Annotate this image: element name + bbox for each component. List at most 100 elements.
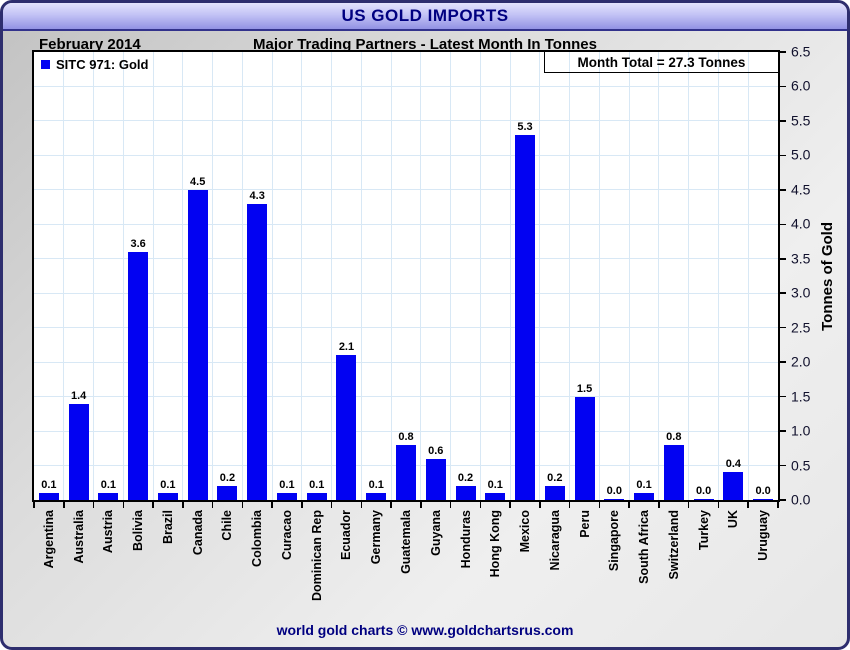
x-axis-tick — [479, 502, 482, 508]
bar — [217, 486, 238, 500]
legend-swatch-icon — [41, 60, 50, 69]
x-axis-category-label: Honduras — [458, 510, 473, 569]
bar-value-label: 0.1 — [368, 479, 384, 492]
x-axis-tick — [301, 502, 303, 508]
x-axis-category-label: Germany — [369, 510, 384, 565]
bar — [128, 251, 149, 500]
bar-value-label: 0.2 — [219, 472, 236, 485]
y-axis-title: Tonnes of Gold — [818, 221, 836, 331]
bar — [515, 134, 536, 500]
bar — [723, 472, 744, 500]
gridline-horizontal — [34, 120, 778, 122]
bar-value-label: 0.1 — [100, 479, 117, 492]
gridline-vertical — [331, 52, 333, 500]
x-axis-category-label: Switzerland — [666, 510, 681, 580]
y-axis-tick — [780, 223, 786, 226]
y-axis-tick-label: 4.0 — [791, 215, 811, 232]
gridline-horizontal — [34, 223, 778, 225]
y-axis-tick — [780, 120, 786, 122]
bar-value-label: 0.1 — [309, 479, 325, 492]
x-axis-tick — [539, 502, 541, 508]
gridline-vertical — [93, 52, 95, 500]
gridline-horizontal — [34, 154, 778, 156]
gridline-horizontal — [34, 327, 778, 329]
bar-value-label: 0.1 — [160, 479, 176, 492]
gridline-horizontal — [34, 430, 778, 432]
y-axis-tick — [780, 258, 786, 260]
bar — [396, 444, 416, 500]
bar — [276, 493, 297, 500]
page-title: US GOLD IMPORTS — [341, 6, 509, 25]
y-axis-tick — [780, 154, 786, 157]
gridline-vertical — [658, 52, 660, 500]
bar — [336, 355, 357, 500]
y-axis-title-wrap: Tonnes of Gold — [813, 50, 841, 502]
y-axis-tick-label: 2.0 — [791, 353, 811, 370]
y-axis-tick-label: 6.0 — [791, 78, 811, 95]
title-bar: US GOLD IMPORTS — [3, 3, 847, 31]
legend-label: SITC 971: Gold — [56, 57, 149, 72]
x-axis-category-label: Argentina — [41, 510, 56, 569]
bar-value-label: 3.6 — [130, 237, 146, 250]
bar-value-label: 0.8 — [666, 430, 682, 443]
gridline-vertical — [598, 52, 600, 500]
y-axis-tick-label: 1.0 — [791, 422, 811, 439]
bar-value-label: 0.1 — [279, 479, 295, 492]
bar — [485, 493, 506, 500]
y-axis-tick — [780, 361, 786, 363]
bar-value-label: 0.0 — [695, 484, 712, 497]
gridline-vertical — [420, 52, 422, 500]
bar — [157, 493, 178, 500]
x-axis-category-label: South Africa — [637, 510, 652, 584]
y-axis-tick-label: 3.0 — [791, 284, 811, 301]
bar — [663, 444, 684, 500]
bar — [306, 493, 327, 500]
gridline-vertical — [122, 52, 124, 500]
x-axis-tick — [360, 502, 363, 508]
gridline-vertical — [747, 52, 749, 500]
bar — [247, 203, 268, 500]
x-axis-tick — [420, 502, 422, 508]
month-total-badge: Month Total = 27.3 Tonnes — [544, 52, 778, 73]
x-axis-category-label: Peru — [577, 510, 592, 538]
y-axis-tick-label: 0.0 — [791, 491, 811, 508]
plot-canvas: 0.1 1.4 0.1 3.6 0.1 4.5 0.2 4.3 0.1 0.1 2.1 0.1 0.8 0… — [34, 52, 778, 500]
bar — [544, 486, 565, 500]
bar-value-label: 1.5 — [576, 382, 593, 395]
x-axis-tick — [122, 502, 125, 508]
gridline-vertical — [360, 52, 362, 500]
x-axis-category-label: Hong Kong — [488, 510, 503, 578]
gridline-horizontal — [34, 361, 778, 363]
y-axis-tick-label: 3.5 — [791, 250, 811, 267]
gridline-horizontal — [34, 396, 778, 398]
x-axis-tick — [390, 502, 392, 508]
bar — [68, 403, 89, 500]
bar — [753, 498, 774, 500]
x-axis-tick — [152, 502, 154, 508]
y-axis-tick — [780, 292, 786, 294]
chart-subtitle: Major Trading Partners - Latest Month In… — [253, 36, 597, 53]
x-axis-category-label: Bolivia — [131, 510, 146, 551]
bar-value-label: 0.1 — [636, 479, 652, 492]
x-axis-category-label: Guatemala — [399, 510, 413, 574]
bar — [574, 396, 595, 500]
bar-value-label: 1.4 — [70, 389, 87, 402]
x-axis-tick — [628, 502, 630, 508]
y-axis-tick — [780, 395, 786, 398]
gridline-vertical — [63, 52, 65, 500]
x-axis-category-label: Colombia — [250, 510, 265, 567]
gridline-horizontal — [34, 258, 778, 260]
x-axis-category-label: Mexico — [518, 510, 533, 553]
x-axis-tick — [63, 502, 65, 508]
x-axis-category-label: Ecuador — [339, 510, 354, 561]
bar-value-label: 0.0 — [755, 484, 771, 497]
gridline-vertical — [539, 52, 541, 500]
gridline-vertical — [182, 52, 184, 500]
bar-value-label: 4.5 — [190, 175, 206, 188]
x-axis-tick — [717, 502, 720, 508]
y-axis-tick-label: 5.5 — [791, 112, 811, 129]
x-axis-tick — [747, 502, 749, 508]
x-axis-tick — [92, 502, 95, 508]
y-axis-tick — [780, 464, 786, 467]
